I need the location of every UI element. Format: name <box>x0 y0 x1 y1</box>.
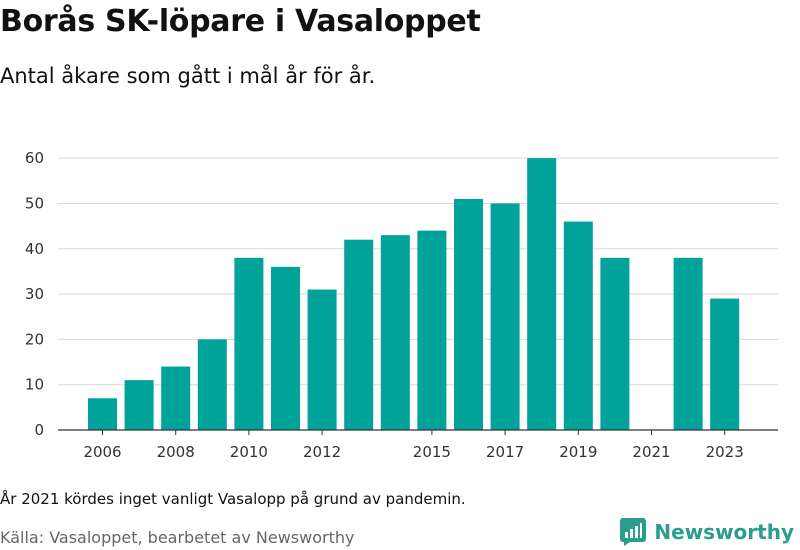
bar-2008 <box>161 366 191 430</box>
source-text: Källa: Vasaloppet, bearbetet av Newswort… <box>0 528 355 547</box>
x-tick-label: 2021 <box>632 443 670 461</box>
bar-2018 <box>527 158 557 430</box>
bar-2009 <box>197 339 227 430</box>
y-tick-label: 60 <box>25 149 44 167</box>
y-tick-label: 50 <box>25 194 44 212</box>
y-tick-label: 20 <box>25 330 44 348</box>
bar-2013 <box>344 239 374 430</box>
bar-2022 <box>673 257 703 430</box>
bar-2017 <box>490 203 520 430</box>
bar-2016 <box>454 198 483 430</box>
bar-2019 <box>563 221 593 430</box>
y-tick-label: 0 <box>34 421 44 439</box>
bar-chart: 0 10 20 30 40 50 60 2006 2008 2010 2012 2015 2017 201… <box>25 149 778 461</box>
y-tick-label: 10 <box>25 376 44 394</box>
bar-2007 <box>124 380 154 430</box>
chart-title: Borås SK-löpare i Vasaloppet <box>0 4 481 39</box>
x-tick-label: 2023 <box>706 443 744 461</box>
x-tick-label: 2019 <box>559 443 597 461</box>
y-tick-label: 40 <box>25 240 44 258</box>
bar-2006 <box>88 398 117 430</box>
bar-2012 <box>307 289 337 430</box>
x-tick-label: 2017 <box>486 443 524 461</box>
x-tick-label: 2008 <box>157 443 195 461</box>
chart-subtitle: Antal åkare som gått i mål år för år. <box>0 64 376 88</box>
bar-2010 <box>234 257 264 430</box>
bar-2023 <box>710 298 740 430</box>
brand-name: Newsworthy <box>654 520 794 544</box>
newsworthy-brand: Newsworthy <box>620 518 794 546</box>
bar-2015 <box>417 230 447 430</box>
bar-2011 <box>271 266 300 430</box>
footnote: År 2021 kördes inget vanligt Vasalopp på… <box>0 490 466 508</box>
y-tick-label: 30 <box>25 285 44 303</box>
bars <box>88 158 740 430</box>
x-tick-label: 2015 <box>413 443 451 461</box>
axes: 0 10 20 30 40 50 60 2006 2008 2010 2012 2015 2017 201… <box>25 149 778 461</box>
newsworthy-logo-icon <box>620 518 647 546</box>
x-tick-label: 2010 <box>230 443 268 461</box>
bar-2014 <box>380 235 410 430</box>
x-tick-label: 2012 <box>303 443 341 461</box>
bar-2020 <box>600 257 630 430</box>
x-tick-label: 2006 <box>83 443 121 461</box>
